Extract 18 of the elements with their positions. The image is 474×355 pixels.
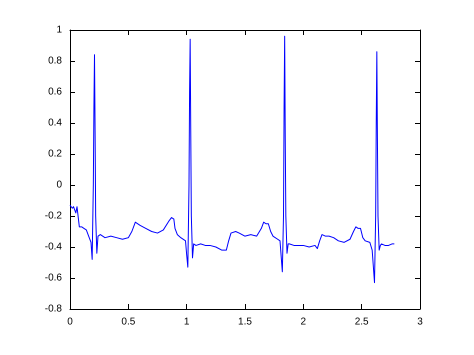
y-tick-label: 0.6 bbox=[48, 86, 62, 98]
x-tick-label: 0.5 bbox=[121, 316, 136, 328]
y-tick-label: 0.4 bbox=[48, 118, 62, 128]
x-tick-label: 1.5 bbox=[238, 316, 252, 328]
x-tick-label: 0 bbox=[67, 316, 74, 328]
y-tick-label: 0.2 bbox=[48, 148, 62, 160]
y-tick-label: -0.2 bbox=[44, 210, 62, 222]
y-tick-label: 0.8 bbox=[48, 56, 62, 66]
x-tick-label: 3 bbox=[417, 316, 424, 328]
y-tick-label: -0.4 bbox=[44, 242, 62, 252]
y-tick-label: -0.8 bbox=[44, 304, 62, 314]
x-tick-label: 2 bbox=[300, 316, 307, 328]
x-tick-label: 1 bbox=[184, 316, 190, 328]
line-series bbox=[70, 36, 395, 284]
y-tick-label: 0 bbox=[56, 180, 62, 190]
y-tick-label: 1 bbox=[56, 24, 62, 36]
x-tick-label: 2.5 bbox=[354, 316, 370, 328]
y-tick-label: -0.6 bbox=[44, 272, 62, 284]
